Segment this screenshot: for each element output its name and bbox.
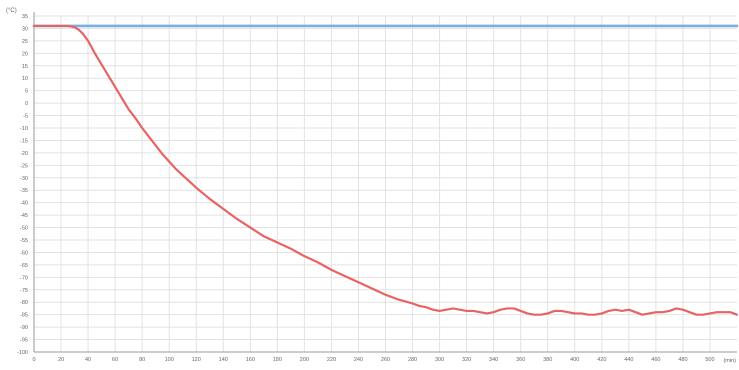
x-tick-label: 0 (32, 357, 35, 363)
y-tick-label: -40 (20, 201, 28, 207)
series-lines (32, 24, 739, 316)
x-tick-label: 220 (327, 357, 336, 363)
y-tick-label: -95 (20, 338, 28, 344)
y-tick-label: -55 (20, 238, 28, 244)
x-tick-label: 480 (678, 357, 687, 363)
x-tick-label: 460 (651, 357, 660, 363)
y-tick-label: 0 (25, 101, 28, 107)
x-tick-label: 320 (462, 357, 471, 363)
x-tick-label: 20 (58, 357, 64, 363)
x-tick-label: 280 (408, 357, 417, 363)
actual-line (32, 24, 739, 316)
x-tick-label: 260 (381, 357, 390, 363)
y-tick-label: -85 (20, 313, 28, 319)
y-tick-label: -50 (20, 226, 28, 232)
x-tick-labels: 0 20 40 60 80 100 120 140 160 180 200 220 240 260 280 3… (32, 357, 714, 363)
y-tick-label: 35 (22, 14, 28, 20)
y-tick-label: -30 (20, 176, 28, 182)
y-tick-label: -45 (20, 213, 28, 219)
x-unit-label: (min) (723, 358, 736, 364)
y-tick-label: 10 (22, 76, 28, 82)
x-tick-label: 400 (570, 357, 579, 363)
x-tick-label: 380 (543, 357, 552, 363)
y-tick-label: -25 (20, 163, 28, 169)
y-tick-label: -70 (20, 275, 28, 281)
y-tick-label: 20 (22, 51, 28, 57)
y-tick-label: -20 (20, 151, 28, 157)
x-tick-label: 300 (435, 357, 444, 363)
x-tick-label: 500 (705, 357, 714, 363)
y-tick-label: 5 (25, 89, 28, 95)
y-tick-label: -90 (20, 325, 28, 331)
y-tick-label: 15 (22, 64, 28, 70)
y-tick-labels: 35 30 25 20 15 10 5 0 -5 -10 -15 -20 -25 -30 -35 -40 -45… (17, 14, 28, 356)
x-tick-label: 420 (597, 357, 606, 363)
y-tick-label: -80 (20, 300, 28, 306)
x-tick-label: 120 (192, 357, 201, 363)
y-tick-label: 25 (22, 39, 28, 45)
x-tick-label: 200 (300, 357, 309, 363)
y-tick-label: -60 (20, 250, 28, 256)
x-tick-label: 100 (165, 357, 174, 363)
x-tick-label: 40 (85, 357, 91, 363)
y-tick-label: -75 (20, 288, 28, 294)
y-tick-label: 30 (22, 26, 28, 32)
y-tick-label: -10 (20, 126, 28, 132)
x-tick-label: 60 (112, 357, 118, 363)
grid-lines (33, 15, 737, 353)
y-tick-label: -15 (20, 138, 28, 144)
y-tick-label: -5 (23, 114, 28, 120)
y-tick-label: -35 (20, 188, 28, 194)
x-tick-label: 160 (246, 357, 255, 363)
y-tick-label: -65 (20, 263, 28, 269)
y-unit-label: (°C) (6, 8, 17, 14)
x-tick-label: 180 (273, 357, 282, 363)
x-tick-label: 240 (354, 357, 363, 363)
x-tick-label: 340 (489, 357, 498, 363)
x-tick-label: 140 (219, 357, 228, 363)
x-tick-label: 440 (624, 357, 633, 363)
axes (33, 12, 737, 353)
y-tick-label: -100 (17, 350, 28, 356)
x-tick-label: 360 (516, 357, 525, 363)
x-tick-label: 80 (139, 357, 145, 363)
